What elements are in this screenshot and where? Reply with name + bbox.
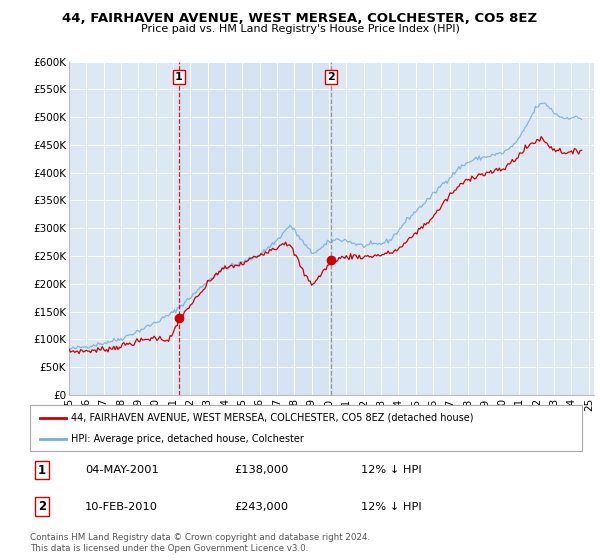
Text: 04-MAY-2001: 04-MAY-2001 xyxy=(85,465,159,475)
Text: Contains HM Land Registry data © Crown copyright and database right 2024.
This d: Contains HM Land Registry data © Crown c… xyxy=(30,533,370,553)
FancyBboxPatch shape xyxy=(30,405,582,451)
Text: 12% ↓ HPI: 12% ↓ HPI xyxy=(361,465,422,475)
Text: 1: 1 xyxy=(38,464,46,477)
Text: HPI: Average price, detached house, Colchester: HPI: Average price, detached house, Colc… xyxy=(71,435,304,444)
Text: 44, FAIRHAVEN AVENUE, WEST MERSEA, COLCHESTER, CO5 8EZ: 44, FAIRHAVEN AVENUE, WEST MERSEA, COLCH… xyxy=(62,12,538,25)
Bar xyxy=(179,62,331,395)
Text: £138,000: £138,000 xyxy=(234,465,289,475)
Text: 2: 2 xyxy=(327,72,335,82)
Text: £243,000: £243,000 xyxy=(234,502,289,511)
Text: 12% ↓ HPI: 12% ↓ HPI xyxy=(361,502,422,511)
Text: 44, FAIRHAVEN AVENUE, WEST MERSEA, COLCHESTER, CO5 8EZ (detached house): 44, FAIRHAVEN AVENUE, WEST MERSEA, COLCH… xyxy=(71,413,474,423)
Text: Price paid vs. HM Land Registry's House Price Index (HPI): Price paid vs. HM Land Registry's House … xyxy=(140,24,460,34)
Text: 2: 2 xyxy=(38,500,46,513)
Text: 10-FEB-2010: 10-FEB-2010 xyxy=(85,502,158,511)
Text: 1: 1 xyxy=(175,72,183,82)
